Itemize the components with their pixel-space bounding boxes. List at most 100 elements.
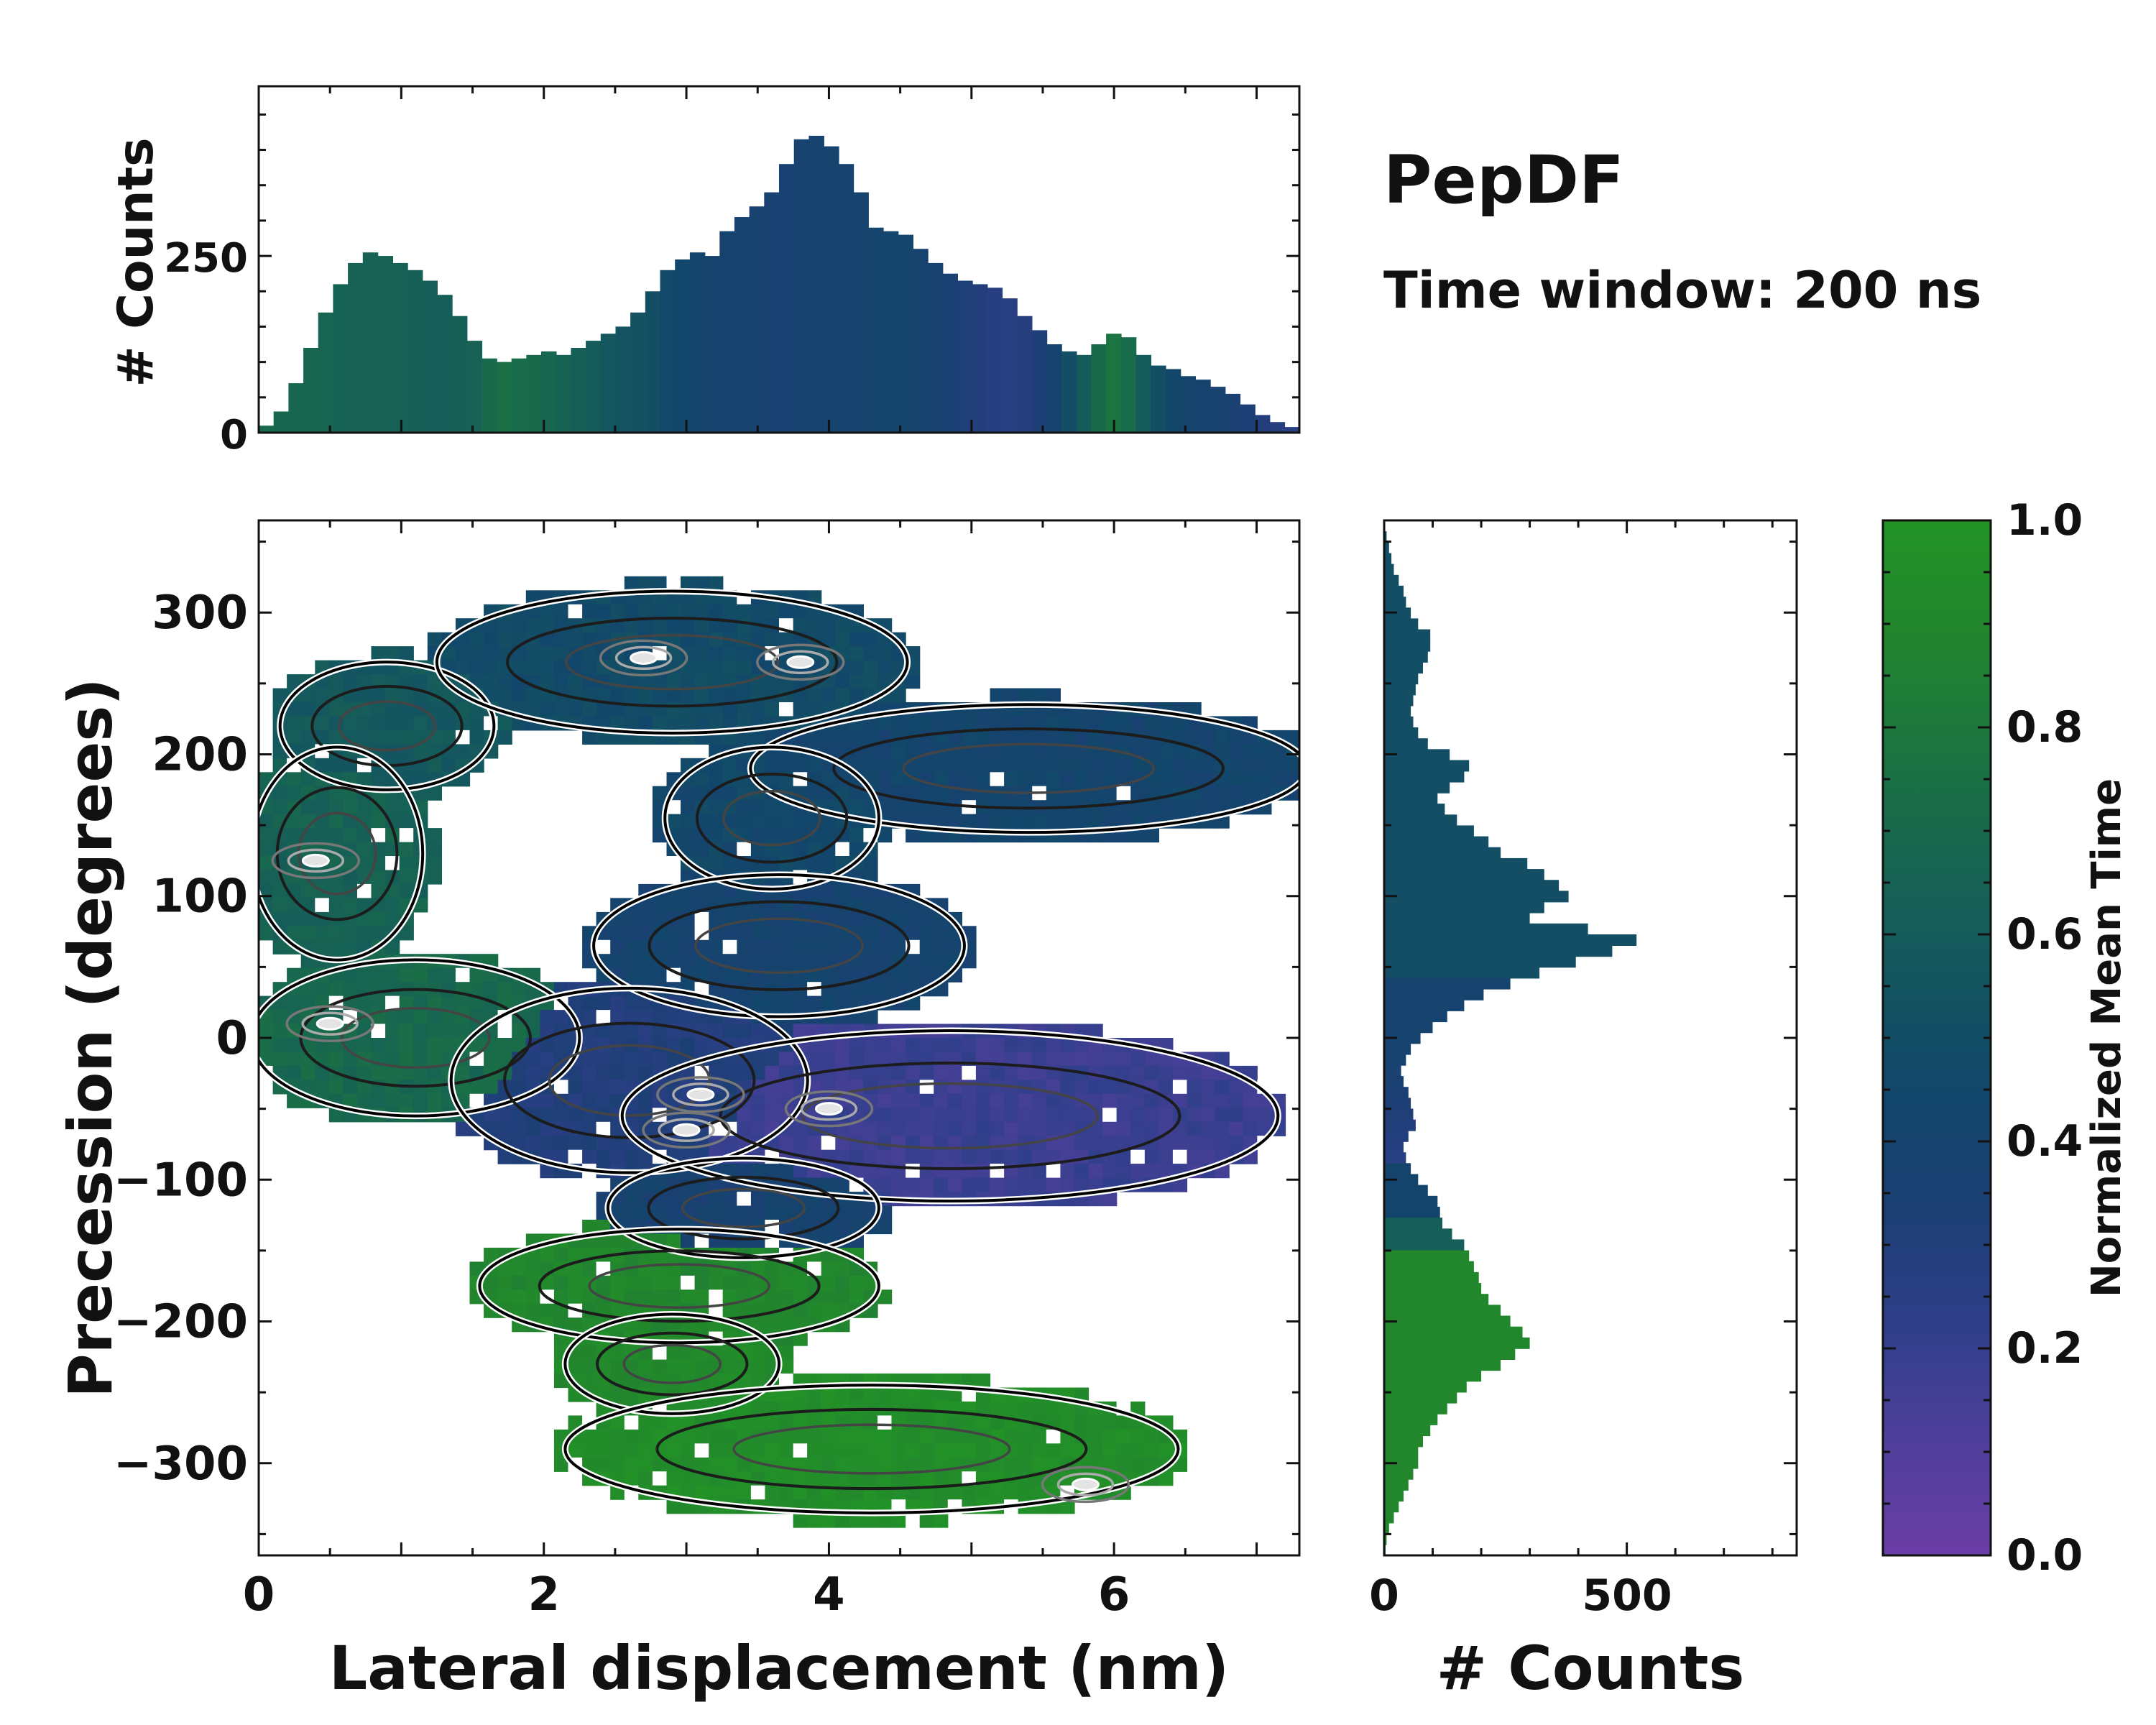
heatmap-cell — [975, 1149, 991, 1164]
right-histogram-bar — [1384, 1337, 1530, 1349]
heatmap-cell — [1032, 1093, 1047, 1108]
heatmap-cell — [919, 1471, 934, 1486]
top-histogram-bar — [689, 252, 706, 433]
contour-outer — [592, 873, 966, 1018]
heatmap-cell — [287, 716, 302, 731]
heatmap-cell — [1088, 1457, 1103, 1472]
heatmap-cell — [807, 590, 822, 605]
heatmap-cell — [947, 1038, 962, 1053]
heatmap-cell — [821, 1387, 836, 1402]
heatmap-cell — [891, 1121, 906, 1136]
heatmap-cell — [863, 1415, 878, 1430]
heatmap-cell — [1074, 1108, 1089, 1123]
heatmap-cell — [722, 604, 737, 619]
heatmap-cell — [737, 926, 752, 941]
top-histogram-bar — [645, 291, 661, 433]
heatmap-cell — [553, 1149, 569, 1164]
colorbar-gradient — [1881, 519, 1992, 1557]
heatmap-cell — [1088, 730, 1103, 745]
heatmap-cell — [934, 954, 949, 969]
heatmap-cell — [962, 1093, 977, 1108]
heatmap-cell — [512, 1303, 527, 1318]
heatmap-cell — [722, 1205, 737, 1220]
heatmap-cell — [441, 730, 456, 745]
heatmap-cell — [835, 939, 850, 954]
heatmap-cell — [962, 1121, 977, 1136]
heatmap-cell — [371, 842, 386, 857]
heatmap-cell — [441, 1010, 456, 1025]
heatmap-cell — [1229, 1108, 1244, 1123]
heatmap-cell — [934, 1177, 949, 1192]
heatmap-cell — [990, 1401, 1005, 1416]
heatmap-cell — [371, 1024, 386, 1039]
heatmap-cell — [750, 898, 766, 913]
heatmap-cell — [849, 1471, 864, 1486]
heatmap-cell — [821, 772, 836, 787]
contour-peak — [301, 853, 330, 868]
heatmap-cell — [863, 954, 878, 969]
heatmap-cell — [765, 660, 780, 675]
heatmap-cell — [568, 1080, 583, 1095]
heatmap-cell — [666, 1038, 681, 1053]
top-histogram-bar — [1151, 365, 1166, 433]
heatmap-cell — [596, 1457, 611, 1472]
heatmap-cell — [652, 1024, 668, 1039]
heatmap-cell — [835, 967, 850, 983]
heatmap-cell — [484, 1247, 499, 1262]
heatmap-cell — [877, 982, 893, 997]
heatmap-cell — [934, 1429, 949, 1444]
heatmap-cell — [877, 939, 893, 954]
heatmap-cell — [512, 1024, 527, 1039]
heatmap-cell — [272, 911, 287, 926]
heatmap-cell — [1144, 828, 1159, 843]
heatmap-cell — [399, 870, 414, 885]
heatmap-cell — [934, 1164, 949, 1179]
heatmap-cell — [1116, 1065, 1131, 1080]
heatmap-cell — [962, 1457, 977, 1472]
heatmap-cell — [863, 1429, 878, 1444]
heatmap-cell — [750, 800, 766, 815]
heatmap-cell — [1187, 1136, 1202, 1151]
heatmap-cell — [624, 967, 639, 983]
heatmap-cell — [1271, 744, 1286, 759]
heatmap-cell — [441, 744, 456, 759]
heatmap-cell — [1102, 1415, 1118, 1430]
heatmap-cell — [779, 1080, 794, 1095]
heatmap-cell — [779, 828, 794, 843]
heatmap-cell — [300, 688, 315, 703]
heatmap-cell — [343, 1093, 358, 1108]
heatmap-cell — [891, 1108, 906, 1123]
heatmap-cell — [765, 1108, 780, 1123]
heatmap-cell — [990, 758, 1005, 773]
heatmap-cell — [962, 1149, 977, 1164]
heatmap-cell — [666, 1346, 681, 1361]
heatmap-cell — [497, 688, 512, 703]
heatmap-cell — [638, 926, 653, 941]
heatmap-cell — [934, 772, 949, 787]
heatmap-cell — [906, 1038, 921, 1053]
heatmap-cell — [624, 926, 639, 941]
heatmap-cell — [877, 898, 893, 913]
right-histogram-bar — [1384, 804, 1445, 816]
heatmap-cell — [1130, 786, 1146, 801]
contour-level-3 — [756, 643, 845, 681]
heatmap-cell — [722, 1359, 737, 1374]
contour-level-1 — [647, 1175, 840, 1241]
heatmap-cell — [919, 1177, 934, 1192]
heatmap-cell — [652, 898, 668, 913]
heatmap-cell — [497, 632, 512, 647]
heatmap-cell — [652, 1080, 668, 1095]
heatmap-cell — [1074, 730, 1089, 745]
heatmap-cell — [1187, 730, 1202, 745]
heatmap-cell — [1046, 814, 1061, 829]
heatmap-cell — [469, 730, 484, 745]
colorbar-ticks — [1883, 519, 1991, 1557]
heatmap-cell — [1074, 1177, 1089, 1192]
heatmap-cell — [779, 1052, 794, 1067]
heatmap-cell — [1130, 828, 1146, 843]
heatmap-cell — [1130, 716, 1146, 731]
top-histogram-bar — [451, 316, 468, 433]
top-histogram-bar — [1017, 316, 1033, 433]
contour-level-1 — [719, 1062, 1181, 1170]
heatmap-cell — [441, 758, 456, 773]
